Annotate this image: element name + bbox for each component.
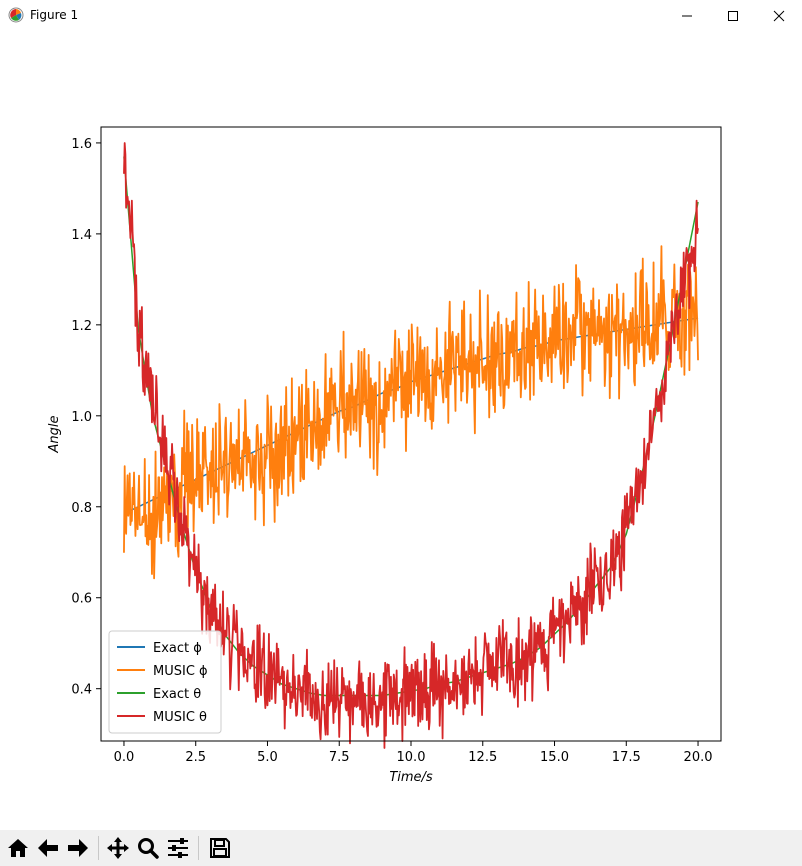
window-titlebar: Figure 1	[0, 0, 802, 31]
legend-box	[108, 630, 222, 734]
series-layer	[123, 142, 699, 749]
x-axis-label: Time/s	[389, 770, 433, 785]
legend-entry: Exact θ	[153, 687, 201, 702]
minimize-icon	[682, 15, 692, 16]
y-tick-label: 1.2	[71, 319, 92, 334]
arrow-left-icon	[38, 839, 58, 857]
y-tick-label: 1.4	[71, 228, 92, 243]
y-tick-label: 0.8	[71, 501, 92, 516]
move-icon	[107, 837, 129, 859]
close-button[interactable]	[756, 0, 802, 31]
home-icon	[8, 839, 28, 857]
ticks-layer: 0.0 2.5 5.0 7.5 10.0 12.5 15.0 17.5 20.0 0.4 0.6 0.…	[71, 137, 712, 765]
x-tick-label: 2.5	[185, 750, 206, 765]
y-tick-label: 1.0	[71, 410, 92, 425]
series-line	[123, 142, 699, 749]
floppy-disk-icon	[210, 838, 230, 858]
configure-subplots-button[interactable]	[164, 834, 192, 862]
pan-button[interactable]	[104, 834, 132, 862]
x-tick-label: 7.5	[329, 750, 350, 765]
x-tick-label: 5.0	[257, 750, 278, 765]
magnifier-icon	[138, 838, 159, 859]
navigation-toolbar	[0, 830, 802, 866]
y-tick-label: 0.4	[71, 683, 92, 698]
home-button[interactable]	[4, 834, 32, 862]
x-tick-label: 10.0	[397, 750, 426, 765]
y-tick-label: 0.6	[71, 592, 92, 607]
legend-entry: Exact ϕ	[153, 641, 202, 656]
maximize-button[interactable]	[710, 0, 756, 31]
matplotlib-icon	[8, 7, 24, 23]
x-tick-label: 15.0	[540, 750, 569, 765]
zoom-button[interactable]	[134, 834, 162, 862]
y-axis-label: Angle	[47, 416, 62, 454]
figure-canvas[interactable]: 0.0 2.5 5.0 7.5 10.0 12.5 15.0 17.5 20.0 0.4 0.6 0.…	[0, 31, 802, 830]
save-button[interactable]	[206, 834, 234, 862]
toolbar-separator	[198, 836, 199, 860]
forward-button[interactable]	[64, 834, 92, 862]
toolbar-separator	[98, 836, 99, 860]
back-button[interactable]	[34, 834, 62, 862]
arrow-right-icon	[68, 839, 88, 857]
legend-entry: MUSIC ϕ	[153, 664, 208, 679]
window-title: Figure 1	[30, 8, 79, 22]
legend-entry: MUSIC θ	[153, 710, 207, 725]
legend: Exact ϕ MUSIC ϕ Exact θ MUSIC θ	[108, 630, 222, 734]
sliders-icon	[168, 838, 188, 858]
line-chart: 0.0 2.5 5.0 7.5 10.0 12.5 15.0 17.5 20.0 0.4 0.6 0.…	[47, 126, 722, 785]
x-tick-label: 20.0	[684, 750, 713, 765]
close-icon	[773, 10, 785, 21]
series-line	[123, 245, 699, 580]
x-tick-label: 0.0	[114, 750, 135, 765]
maximize-icon	[728, 10, 738, 21]
x-tick-label: 12.5	[468, 750, 497, 765]
x-tick-label: 17.5	[612, 750, 641, 765]
minimize-button[interactable]	[664, 0, 710, 31]
y-tick-label: 1.6	[71, 137, 92, 152]
